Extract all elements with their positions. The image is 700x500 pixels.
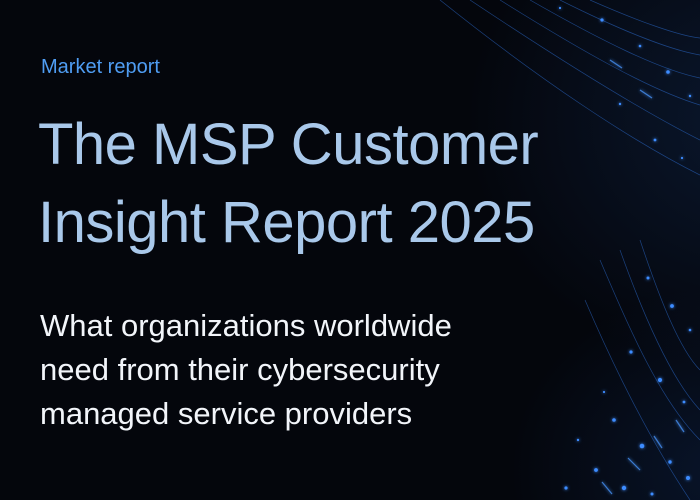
report-title-line-2: Insight Report 2025 (38, 190, 535, 255)
report-subtitle-line-3: managed service providers (40, 396, 413, 431)
report-subtitle-line-1: What organizations worldwide (40, 308, 452, 343)
report-subtitle: What organizations worldwide need from t… (40, 304, 560, 436)
report-title: The MSP Customer Insight Report 2025 (38, 106, 678, 262)
glowing-particles (558, 6, 692, 496)
report-subtitle-line-2: need from their cybersecurity (40, 352, 440, 387)
report-category-label: Market report (41, 56, 160, 78)
report-title-line-1: The MSP Customer (38, 112, 539, 177)
